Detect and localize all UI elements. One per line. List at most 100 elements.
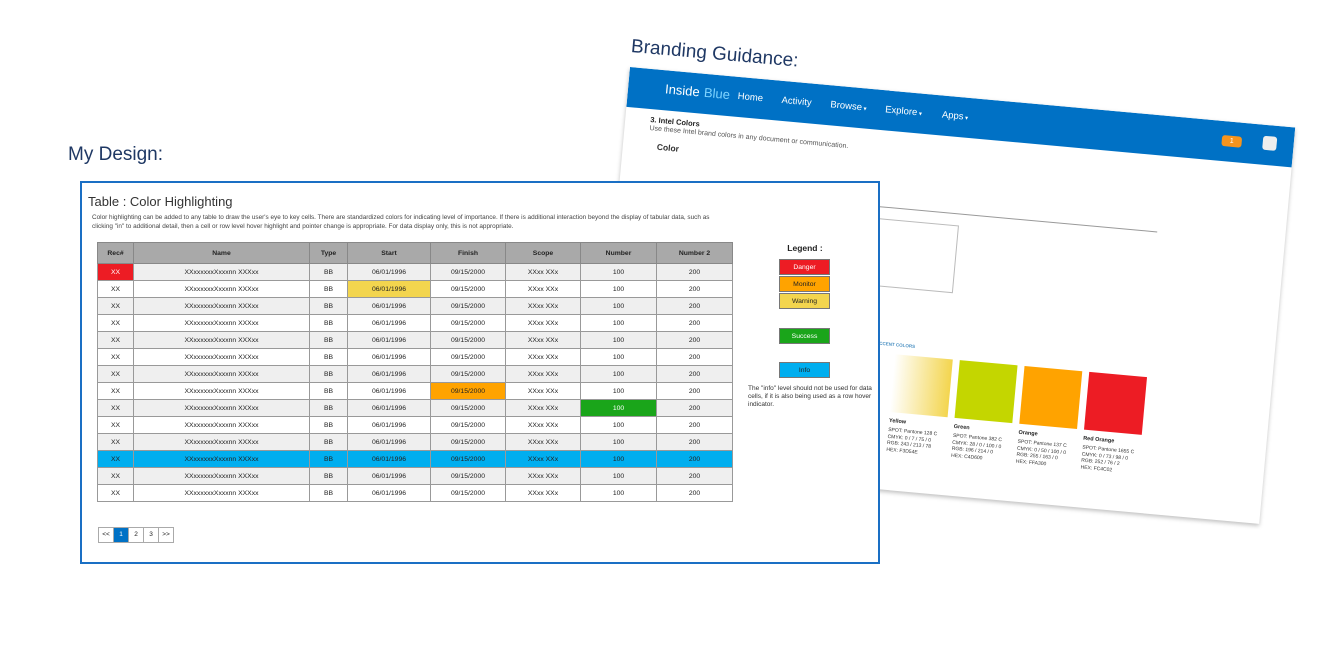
table-cell: BB xyxy=(309,365,348,383)
table-cell: XXxx XXx xyxy=(505,382,581,400)
table-row: XX XXxxxxxxXxxxnn XXXxx BB 06/01/1996 09/15/… xyxy=(97,467,733,485)
table-row: XX XXxxxxxxXxxxnn XXXxx BB 06/01/1996 09/15/… xyxy=(97,348,733,366)
table-cell: 09/15/2000 xyxy=(430,450,506,468)
column-header: Number 2 xyxy=(656,242,733,264)
table-cell: 06/01/1996 xyxy=(347,263,431,281)
column-header: Start xyxy=(347,242,431,264)
table-cell: BB xyxy=(309,331,348,349)
data-table: Rec# Name Type Start Finish Scope Number Number… xyxy=(97,242,733,502)
table-cell: XXxx XXx xyxy=(505,331,581,349)
table-cell: BB xyxy=(309,416,348,434)
table-row: XX XXxxxxxxXxxxnn XXXxx BB 06/01/1996 09/15/… xyxy=(97,314,733,332)
nav-link[interactable]: Home xyxy=(737,90,764,105)
table-cell: BB xyxy=(309,348,348,366)
table-cell: BB xyxy=(309,484,348,502)
table-cell: XXxxxxxxXxxxnn XXXxx xyxy=(133,484,310,502)
color-box xyxy=(871,218,959,294)
table-cell: XXxx XXx xyxy=(505,416,581,434)
table-cell: 06/01/1996 xyxy=(347,365,431,383)
table-cell: BB xyxy=(309,314,348,332)
table-cell: XXxx XXx xyxy=(505,365,581,383)
table-cell: 09/15/2000 xyxy=(430,348,506,366)
notification-badge[interactable]: 1 xyxy=(1221,134,1243,148)
table-cell: 100 xyxy=(580,484,657,502)
nav-link[interactable]: Explore ▾ xyxy=(884,104,923,119)
page-button[interactable]: 1 xyxy=(113,527,129,543)
table-cell: 200 xyxy=(656,348,733,366)
table-cell: XXxxxxxxXxxxnn XXXxx xyxy=(133,297,310,315)
table-cell: 100 xyxy=(580,365,657,383)
column-header: Name xyxy=(133,242,310,264)
table-cell: 09/15/2000 xyxy=(430,382,506,400)
table-row: XX XXxxxxxxXxxxnn XXXxx BB 06/01/1996 09/15/… xyxy=(97,297,733,315)
nav-link[interactable]: Apps ▾ xyxy=(941,109,969,123)
table-cell: XXxxxxxxXxxxnn XXXxx xyxy=(133,433,310,451)
table-cell: 06/01/1996 xyxy=(347,297,431,315)
brand-accent: Blue xyxy=(703,84,731,103)
table-cell: XX xyxy=(97,314,134,332)
page-button[interactable]: 2 xyxy=(128,527,144,543)
table-body: XX XXxxxxxxXxxxnn XXXxx BB 06/01/1996 09/15/… xyxy=(97,263,733,502)
table-cell: 06/01/1996 xyxy=(347,433,431,451)
column-header: Type xyxy=(309,242,348,264)
table-cell: XX xyxy=(97,467,134,485)
avatar[interactable] xyxy=(1262,135,1278,151)
table-cell: 06/01/1996 xyxy=(347,280,431,298)
table-cell: XXxxxxxxXxxxnn XXXxx xyxy=(133,416,310,434)
table-row: XX XXxxxxxxXxxxnn XXXxx BB 06/01/1996 09/15/… xyxy=(97,484,733,502)
table-row: XX XXxxxxxxXxxxnn XXXxx BB 06/01/1996 09/15/… xyxy=(97,263,733,281)
table-cell: 200 xyxy=(656,365,733,383)
navbar: Inside Blue Home Activity Browse ▾ Explore … xyxy=(626,67,1296,168)
panel-title: Table : Color Highlighting xyxy=(88,194,233,209)
column-header: Scope xyxy=(505,242,581,264)
table-cell: XXxxxxxxXxxxnn XXXxx xyxy=(133,348,310,366)
table-row: XX XXxxxxxxXxxxnn XXXxx BB 06/01/1996 09/15/… xyxy=(97,280,733,298)
table-cell: XXxxxxxxXxxxnn XXXxx xyxy=(133,331,310,349)
table-cell: 06/01/1996 xyxy=(347,348,431,366)
table-cell: 09/15/2000 xyxy=(430,314,506,332)
table-cell: BB xyxy=(309,263,348,281)
table-cell: XXxxxxxxXxxxnn XXXxx xyxy=(133,280,310,298)
subheading: Color xyxy=(656,141,680,154)
table-cell: 09/15/2000 xyxy=(430,416,506,434)
table-cell: 200 xyxy=(656,382,733,400)
table-cell: 100 xyxy=(580,331,657,349)
nav-link[interactable]: Activity xyxy=(781,94,813,109)
brand: Inside xyxy=(664,81,701,100)
table-cell: 09/15/2000 xyxy=(430,467,506,485)
table-cell: 200 xyxy=(656,416,733,434)
table-cell: XXxxxxxxXxxxnn XXXxx xyxy=(133,399,310,417)
table-cell: XX xyxy=(97,280,134,298)
page-button[interactable]: 3 xyxy=(143,527,159,543)
description: Color highlighting can be added to any t… xyxy=(92,214,710,230)
table-cell: 06/01/1996 xyxy=(347,416,431,434)
table-cell: 200 xyxy=(656,331,733,349)
table-cell: 100 xyxy=(580,382,657,400)
table-cell: 06/01/1996 xyxy=(347,467,431,485)
table-cell: XXxx XXx xyxy=(505,314,581,332)
table-cell: XX xyxy=(97,484,134,502)
table-cell: 200 xyxy=(656,484,733,502)
table-row: XX XXxxxxxxXxxxnn XXXxx BB 06/01/1996 09/15/… xyxy=(97,433,733,451)
table-cell: XXxxxxxxXxxxnn XXXxx xyxy=(133,450,310,468)
table-cell: XX xyxy=(97,433,134,451)
table-cell: 100 xyxy=(580,314,657,332)
table-cell: 100 xyxy=(580,280,657,298)
table-cell: 200 xyxy=(656,314,733,332)
color-swatch xyxy=(1084,371,1148,435)
table-cell: XX xyxy=(97,297,134,315)
table-cell: XXxx XXx xyxy=(505,433,581,451)
page-button[interactable]: >> xyxy=(158,527,174,543)
table-cell: BB xyxy=(309,433,348,451)
legend-title: Legend : xyxy=(787,243,823,253)
design-panel: Table : Color Highlighting Color highlig… xyxy=(80,181,880,564)
page-button[interactable]: << xyxy=(98,527,114,543)
table-cell: XX xyxy=(97,399,134,417)
table-cell: XX xyxy=(97,365,134,383)
nav-links: Home Activity Browse ▾ Explore ▾ Apps ▾ xyxy=(630,67,1295,128)
legend-item: Danger xyxy=(779,259,830,275)
table-cell: 06/01/1996 xyxy=(347,314,431,332)
column-header: Rec# xyxy=(97,242,134,264)
nav-link[interactable]: Browse ▾ xyxy=(829,99,867,114)
table-cell: 09/15/2000 xyxy=(430,399,506,417)
